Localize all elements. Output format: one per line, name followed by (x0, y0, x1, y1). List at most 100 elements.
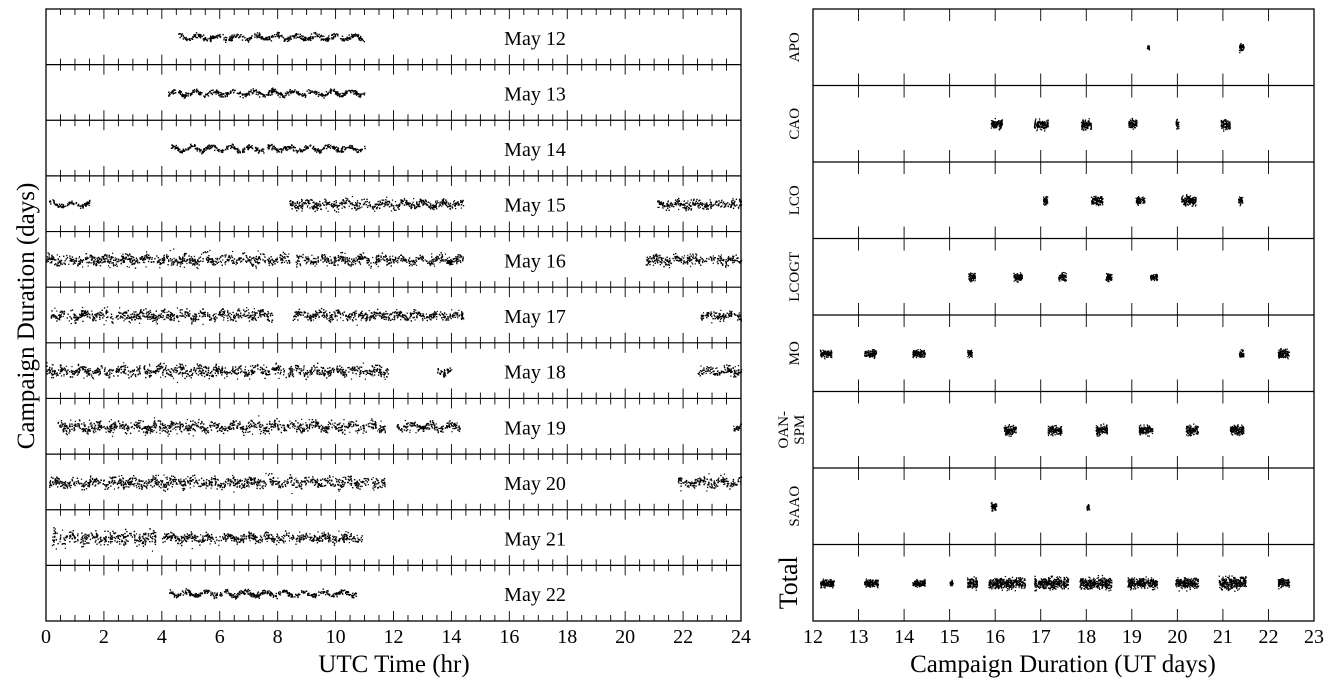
data-point (186, 312, 189, 314)
data-point (697, 202, 699, 205)
data-point (239, 315, 242, 318)
data-point (328, 203, 330, 205)
data-point (297, 91, 300, 93)
data-point (187, 147, 190, 150)
data-point (320, 38, 323, 40)
data-point (140, 318, 142, 320)
data-point (203, 39, 205, 42)
data-point (377, 204, 380, 206)
data-point (224, 261, 226, 264)
data-point (688, 207, 691, 210)
data-point (323, 146, 325, 149)
data-point (314, 91, 316, 93)
data-point (66, 204, 69, 207)
data-point (226, 259, 229, 262)
data-point (261, 150, 263, 152)
data-point (271, 93, 273, 96)
data-point (678, 199, 680, 202)
data-point (169, 250, 171, 252)
data-point (646, 264, 649, 266)
data-point (351, 314, 353, 316)
data-point (188, 38, 190, 41)
data-point (217, 91, 219, 94)
data-point (189, 313, 191, 315)
data-point (250, 146, 252, 148)
data-point (693, 202, 695, 204)
data-point (460, 201, 462, 204)
data-point (353, 311, 356, 313)
data-point (402, 200, 404, 202)
data-point (455, 256, 457, 258)
data-point (284, 146, 286, 148)
data-point (268, 91, 271, 93)
data-point (312, 36, 314, 38)
data-point (278, 36, 280, 38)
data-point (357, 255, 359, 257)
data-point (206, 259, 208, 261)
data-point (239, 35, 241, 37)
data-point (179, 93, 182, 96)
data-point (269, 38, 271, 41)
data-point (212, 259, 214, 261)
data-point (326, 93, 329, 96)
data-point (358, 202, 361, 204)
data-point (272, 87, 274, 89)
data-point (699, 199, 701, 201)
data-point (350, 265, 352, 267)
data-point (421, 259, 423, 261)
data-point (133, 311, 135, 313)
data-point (275, 260, 277, 262)
data-point (721, 199, 723, 202)
data-point (233, 147, 236, 149)
data-point (233, 315, 235, 317)
data-point (170, 312, 172, 314)
data-point (304, 38, 306, 41)
data-point (280, 254, 282, 257)
data-point (298, 203, 300, 205)
data-point (375, 256, 377, 259)
data-point (268, 36, 270, 39)
data-point (212, 35, 214, 37)
data-point (370, 315, 372, 317)
data-point (441, 205, 443, 207)
data-point (173, 313, 175, 316)
data-point (396, 259, 399, 262)
data-point (320, 39, 322, 41)
data-point (738, 207, 740, 209)
data-point (300, 151, 302, 153)
data-point (279, 148, 281, 150)
data-point (330, 314, 333, 316)
data-point (344, 94, 347, 96)
data-point (224, 95, 226, 97)
data-point (433, 265, 436, 267)
data-point (378, 203, 380, 205)
data-point (441, 256, 444, 258)
data-point (306, 146, 308, 148)
data-point (201, 312, 203, 314)
data-point (282, 259, 284, 261)
data-point (221, 309, 223, 311)
data-point (339, 255, 342, 258)
data-point (153, 315, 155, 317)
data-point (75, 258, 78, 260)
data-point (131, 256, 133, 258)
data-point (728, 258, 730, 260)
data-point (307, 312, 309, 315)
data-point (354, 92, 356, 94)
data-point (89, 316, 91, 318)
data-point (73, 261, 75, 264)
data-point (269, 36, 271, 38)
data-point (102, 256, 104, 258)
data-point (70, 317, 72, 319)
data-point (102, 261, 105, 263)
data-point (209, 37, 211, 39)
data-point (666, 256, 668, 258)
data-point (348, 34, 350, 36)
data-point (387, 259, 390, 261)
data-point (191, 259, 193, 261)
data-point (232, 89, 234, 92)
data-point (419, 198, 421, 200)
data-point (303, 94, 305, 96)
data-point (325, 207, 327, 209)
data-point (203, 149, 206, 151)
